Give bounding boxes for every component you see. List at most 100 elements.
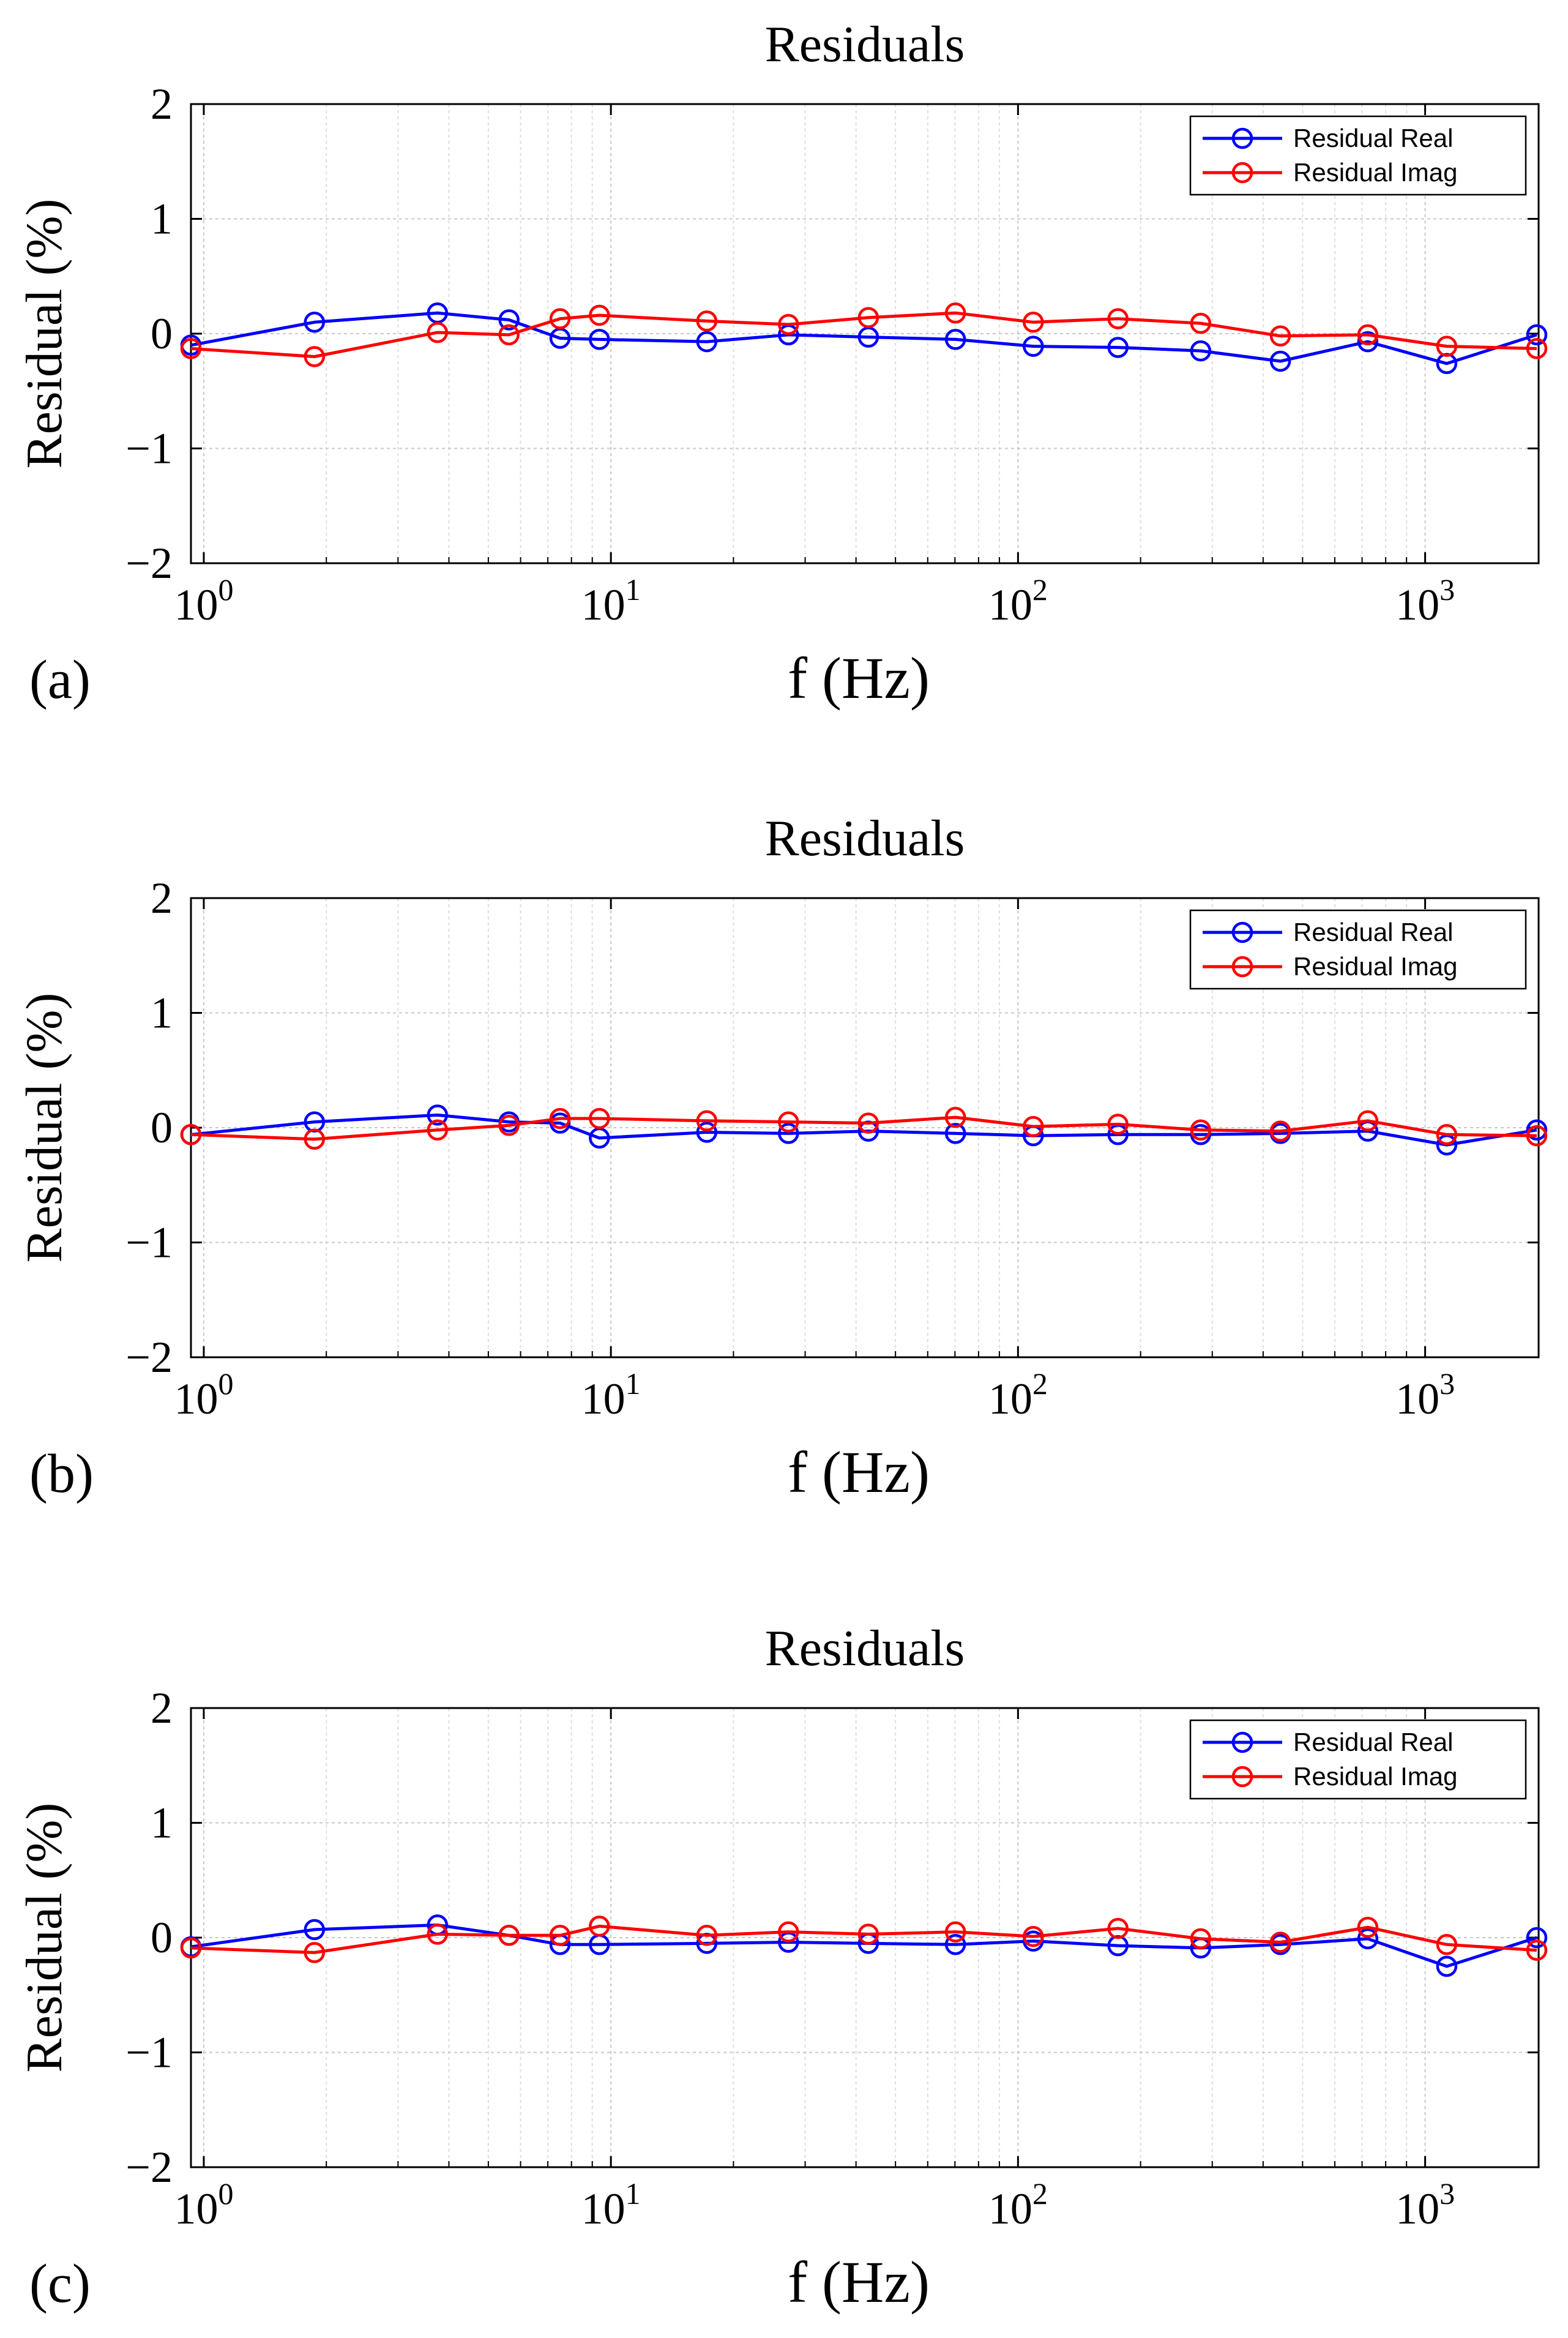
legend-label: Residual Imag	[1293, 1762, 1457, 1791]
data-point	[1357, 1110, 1379, 1131]
data-point	[1526, 1939, 1548, 1961]
data-point	[778, 313, 799, 335]
data-point	[778, 1921, 799, 1943]
data-point	[1269, 1120, 1291, 1142]
x-tick-label: 102	[988, 572, 1048, 629]
data-point	[857, 1924, 879, 1945]
y-tick-label: 0	[151, 1913, 173, 1962]
legend-marker	[1231, 127, 1253, 149]
chart-title: Residuals	[765, 16, 965, 73]
panel-label: (a)	[29, 650, 91, 710]
data-point	[944, 329, 966, 350]
series-line	[190, 311, 1537, 365]
data-point	[1526, 324, 1548, 346]
data-point	[498, 309, 520, 331]
data-point	[1269, 350, 1291, 372]
y-tick-label: −2	[125, 1333, 173, 1382]
data-point	[944, 1106, 966, 1128]
data-point	[1107, 1114, 1129, 1135]
data-point	[696, 331, 718, 353]
data-point	[549, 1925, 571, 1946]
legend-label: Residual Real	[1293, 124, 1453, 152]
data-point	[589, 304, 610, 326]
data-point	[304, 1128, 326, 1150]
data-point	[427, 1924, 449, 1945]
data-point	[427, 1104, 449, 1126]
legend-label: Residual Real	[1293, 918, 1453, 946]
legend-label: Residual Real	[1293, 1728, 1453, 1756]
series-line	[190, 311, 1537, 358]
data-point	[1436, 1124, 1458, 1145]
data-point	[1436, 1934, 1458, 1955]
data-point	[1357, 1916, 1379, 1938]
data-point	[498, 324, 520, 346]
legend-marker	[1231, 162, 1253, 184]
x-tick-label: 103	[1395, 572, 1455, 629]
legend-marker	[1231, 956, 1253, 978]
data-point	[180, 1937, 202, 1959]
chart-title: Residuals	[765, 1620, 965, 1677]
data-point	[696, 1122, 718, 1143]
data-point	[498, 1925, 520, 1946]
x-tick-label: 100	[174, 1366, 233, 1423]
y-tick-label: 0	[151, 309, 173, 358]
data-point	[304, 312, 326, 333]
x-axis-label: f (Hz)	[788, 2249, 930, 2315]
y-tick-label: 2	[151, 874, 173, 923]
chart-title: Residuals	[765, 810, 965, 867]
x-tick-label: 102	[988, 2176, 1048, 2233]
y-tick-label: 1	[151, 989, 173, 1038]
data-point	[304, 1942, 326, 1963]
data-point	[1526, 338, 1548, 359]
data-point	[1107, 337, 1129, 358]
data-point	[1526, 1927, 1548, 1949]
data-point	[304, 346, 326, 367]
series-line	[190, 1115, 1537, 1141]
panel-label: (b)	[29, 1444, 94, 1504]
data-point	[1190, 1119, 1212, 1141]
series-line	[190, 1924, 1537, 1954]
legend-label: Residual Imag	[1293, 158, 1457, 187]
data-point	[944, 1123, 966, 1144]
x-axis-label: f (Hz)	[788, 645, 930, 711]
y-tick-label: 0	[151, 1103, 173, 1152]
data-point	[1436, 335, 1458, 357]
data-point	[696, 1925, 718, 1946]
series-residual-imag	[180, 1916, 1548, 1963]
y-tick-label: 2	[151, 1684, 173, 1733]
data-point	[1023, 312, 1044, 333]
y-tick-label: 1	[151, 195, 173, 244]
data-point	[1190, 340, 1212, 362]
data-point	[1107, 308, 1129, 329]
data-point	[180, 338, 202, 359]
data-point	[1436, 1955, 1458, 1977]
data-point	[778, 1123, 799, 1144]
data-point	[427, 1119, 449, 1141]
series-residual-real	[180, 302, 1548, 374]
data-point	[304, 1919, 326, 1941]
data-point	[1190, 312, 1212, 334]
data-point	[944, 1934, 966, 1955]
y-tick-label: −1	[125, 2028, 173, 2077]
data-point	[1190, 1928, 1212, 1950]
y-tick-label: −2	[125, 539, 173, 588]
data-point	[1107, 1917, 1129, 1939]
data-point	[696, 310, 718, 332]
data-point	[180, 1124, 202, 1145]
x-tick-label: 103	[1395, 2176, 1455, 2233]
data-point	[1269, 1931, 1291, 1953]
data-point	[589, 329, 610, 350]
data-point	[944, 302, 966, 324]
data-point	[549, 308, 571, 329]
series-residual-imag	[180, 1106, 1548, 1150]
data-point	[944, 1921, 966, 1943]
y-axis-label: Residual (%)	[16, 1803, 73, 2073]
data-point	[1526, 1125, 1548, 1147]
legend: Residual Real Residual Imag	[1189, 909, 1527, 990]
data-point	[589, 1107, 610, 1130]
data-point	[1357, 331, 1379, 353]
data-point	[1023, 1115, 1044, 1137]
